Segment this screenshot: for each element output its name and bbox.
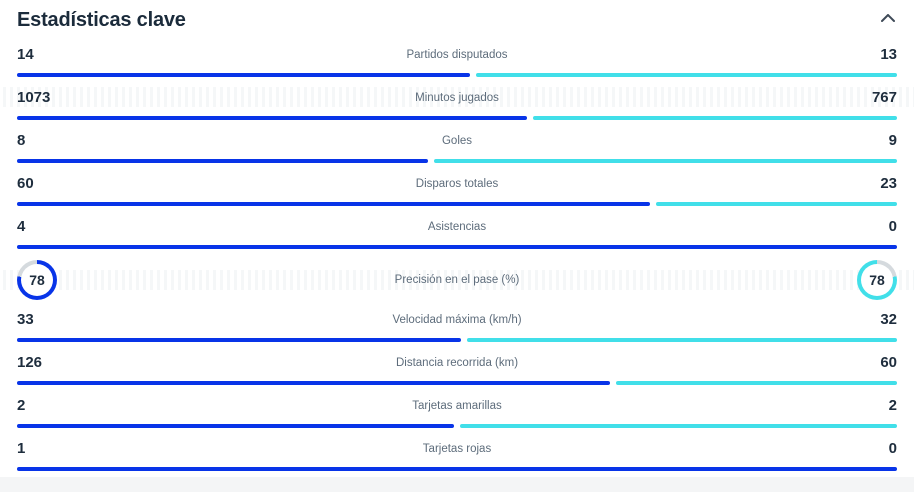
stat-bars [17,467,897,471]
stat-label: Velocidad máxima (km/h) [392,314,522,326]
stat-row: 14 Partidos disputados 13 [0,40,914,83]
stat-label: Tarjetas rojas [422,443,492,455]
away-value: 13 [880,46,897,63]
panel-title: Estadísticas clave [17,9,186,31]
home-bar [17,381,611,385]
away-value: 32 [880,311,897,328]
away-bar [476,73,897,77]
home-value: 14 [17,46,34,63]
stat-row: 60 Disparos totales 23 [0,169,914,212]
stat-bars [17,116,897,120]
stat-line: 2 Tarjetas amarillas 2 [0,397,914,415]
chevron-up-icon [881,10,895,25]
home-value: 78 [29,272,45,288]
away-bar [434,159,897,163]
stat-line: 1073 Minutos jugados 767 [0,89,914,107]
home-bar [17,467,897,471]
away-ring: 78 [857,260,897,300]
home-value: 1073 [17,89,51,106]
stat-line: 33 Velocidad máxima (km/h) 32 [0,311,914,329]
home-bar [17,159,429,163]
stat-bars [17,202,897,206]
away-value: 78 [869,272,885,288]
stat-row: 33 Velocidad máxima (km/h) 32 [0,305,914,348]
away-value: 0 [888,218,897,235]
stat-bars [17,338,897,342]
away-value: 23 [880,175,897,192]
stat-label: Precisión en el pase (%) [394,274,520,286]
stat-line: 8 Goles 9 [0,132,914,150]
home-value: 8 [17,132,26,149]
home-value: 60 [17,175,34,192]
home-value: 2 [17,397,26,414]
stat-bars [17,73,897,77]
stats-list: 14 Partidos disputados 13 1073 Minutos j… [0,40,914,477]
away-bar [616,381,897,385]
away-value: 60 [880,354,897,371]
stat-line: 60 Disparos totales 23 [0,175,914,193]
home-bar [17,202,651,206]
stat-label: Disparos totales [415,178,499,190]
stat-line: 4 Asistencias 0 [0,218,914,236]
stat-label: Tarjetas amarillas [412,400,502,412]
home-bar [17,73,471,77]
stat-row: 1 Tarjetas rojas 0 [0,434,914,477]
away-bar [656,202,897,206]
home-ring: 78 [17,260,57,300]
stat-bars [17,381,897,385]
home-bar [17,116,528,120]
home-bar [17,338,461,342]
stat-line: 1 Tarjetas rojas 0 [0,440,914,458]
away-value: 0 [888,440,897,457]
stat-row: 126 Distancia recorrida (km) 60 [0,348,914,391]
home-bar [17,245,897,249]
away-value: 767 [871,89,897,106]
away-bar [466,338,897,342]
stat-label: Minutos jugados [415,92,499,104]
panel-header: Estadísticas clave [0,0,914,40]
footer-strip [0,477,914,492]
stat-row: 4 Asistencias 0 [0,212,914,255]
stat-row-rings: 78 Precisión en el pase (%) 78 [0,255,914,305]
away-bar [533,116,897,120]
stat-bars [17,424,897,428]
stat-bars [17,159,897,163]
away-value: 2 [888,397,897,414]
stat-row: 2 Tarjetas amarillas 2 [0,391,914,434]
stat-label: Asistencias [427,221,487,233]
collapse-button[interactable] [879,10,897,26]
stat-bars [17,245,897,249]
home-value: 1 [17,440,26,457]
away-value: 9 [888,132,897,149]
stat-row: 8 Goles 9 [0,126,914,169]
stat-row: 1073 Minutos jugados 767 [0,83,914,126]
home-bar [17,424,454,428]
stat-label: Distancia recorrida (km) [395,357,519,369]
stat-line: 126 Distancia recorrida (km) 60 [0,354,914,372]
home-value: 33 [17,311,34,328]
stat-label: Goles [441,135,473,147]
away-bar [460,424,897,428]
stat-line: 14 Partidos disputados 13 [0,46,914,64]
stat-label: Partidos disputados [406,49,508,61]
home-value: 4 [17,218,26,235]
home-ring-inner: 78 [21,264,53,296]
away-ring-inner: 78 [861,264,893,296]
home-value: 126 [17,354,43,371]
